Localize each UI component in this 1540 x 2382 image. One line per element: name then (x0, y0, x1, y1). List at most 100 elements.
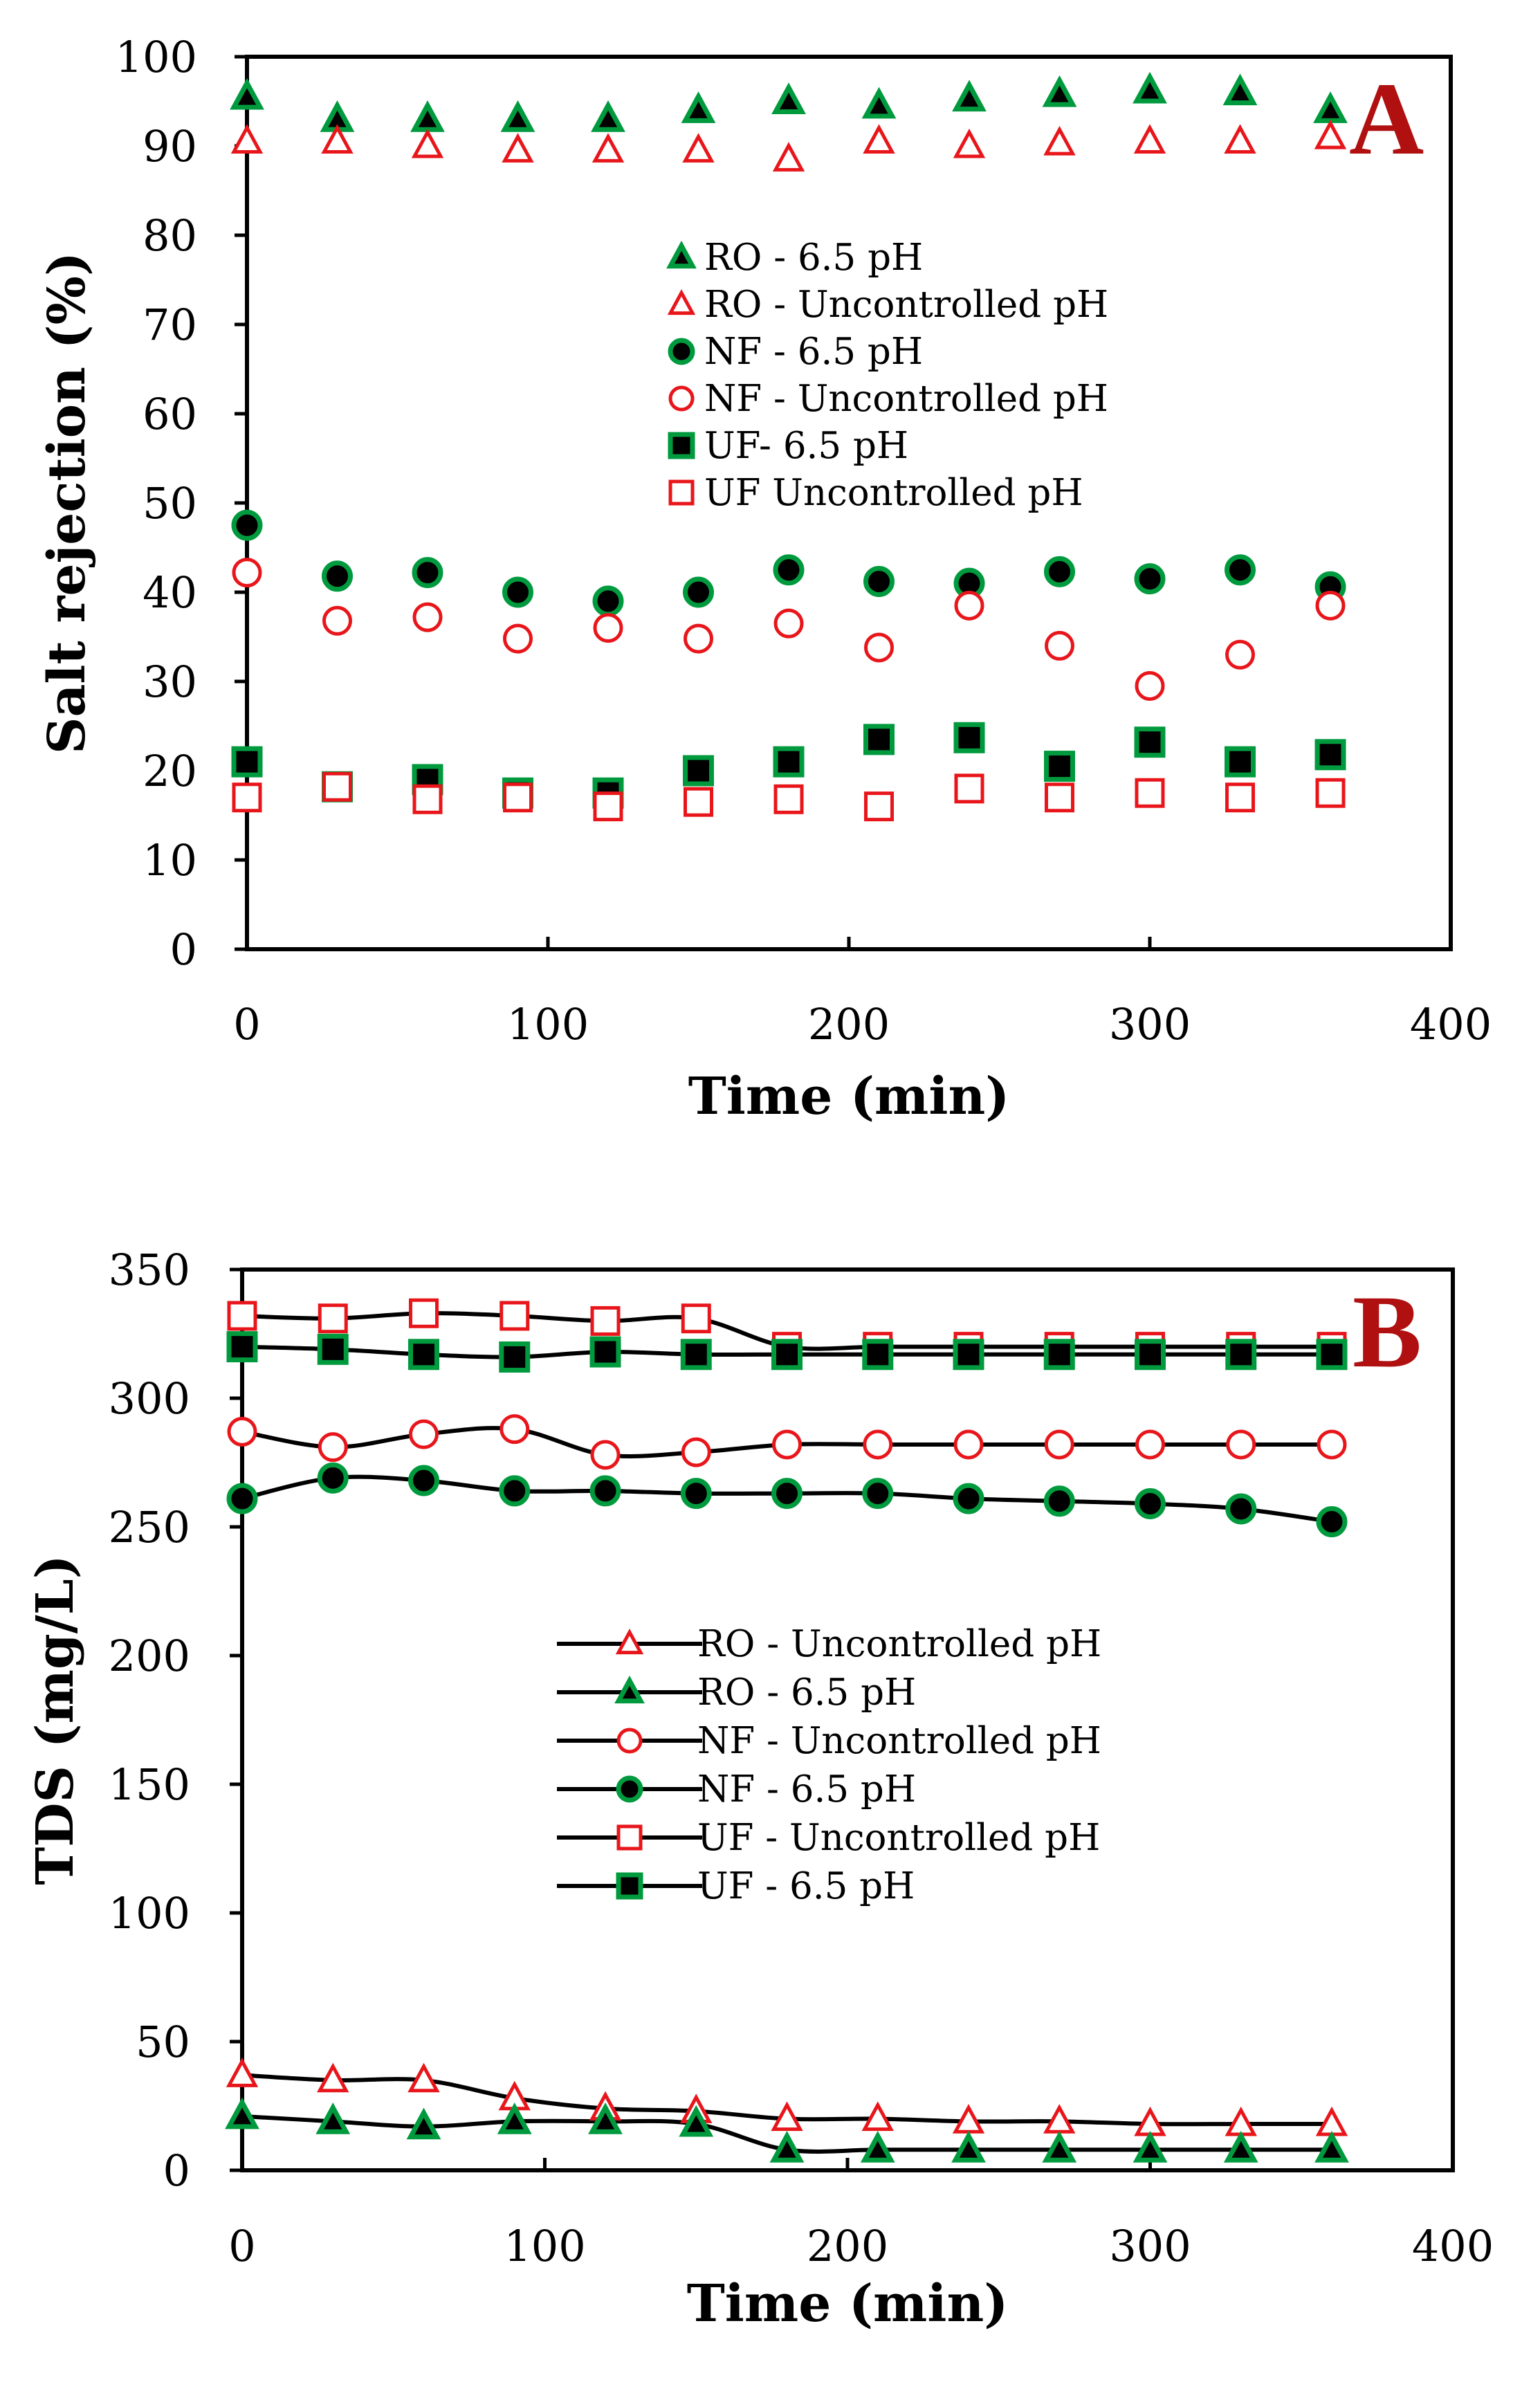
x-tick-label: 400 (1410, 999, 1492, 1050)
series-uf-uncontrolled-ph (232, 771, 1346, 822)
data-point-uf-6-5-ph (499, 1341, 531, 1373)
y-tick-label: 10 (143, 835, 197, 886)
panel-b-legend: RO - Uncontrolled pH RO - 6.5 pH NF - Unco… (557, 1623, 1101, 1907)
data-point-nf-6-5-ph (1225, 1493, 1257, 1525)
data-point-uf-uncontrolled-ph (503, 782, 533, 813)
panel-a-x-tick-labels: 0 100 200 300 400 (233, 999, 1492, 1050)
data-point-uf-uncontrolled-ph (227, 1301, 257, 1331)
data-point-uf-6-5-ph (1134, 726, 1166, 758)
x-tick-label: 200 (808, 999, 890, 1050)
data-point-uf-6-5-ph (226, 1331, 258, 1363)
data-point-uf-6-5-ph (680, 1339, 712, 1371)
legend-marker (616, 1872, 643, 1900)
data-point-uf-6-5-ph (1225, 746, 1256, 778)
panel-b-y-tick-labels: 0 50 100 150 200 250 300 350 (109, 1245, 190, 2196)
data-point-nf-uncontrolled-ph (953, 1429, 984, 1460)
data-point-uf-uncontrolled-ph (232, 782, 262, 813)
data-point-uf-6-5-ph (317, 1333, 349, 1365)
panel-a-chart: 0 100 200 300 400 0 10 20 30 40 50 60 70 80 90 100 Tim… (37, 32, 1492, 1126)
data-point-nf-6-5-ph (1316, 1506, 1348, 1538)
legend-label: NF - 6.5 pH (697, 1768, 916, 1811)
data-point-nf-uncontrolled-ph (409, 1419, 439, 1449)
legend-marker (615, 1628, 644, 1655)
legend-marker (666, 240, 697, 269)
y-tick-label: 0 (170, 924, 197, 975)
data-point-nf-uncontrolled-ph (318, 1432, 348, 1463)
data-point-uf-uncontrolled-ph (593, 791, 623, 822)
data-point-ro-uncontrolled-ph (682, 133, 715, 163)
legend-item-uf-uncontrolled-ph: UF - Uncontrolled pH (557, 1817, 1100, 1859)
x-tick-label: 100 (507, 999, 589, 1050)
legend-label: UF Uncontrolled pH (704, 472, 1083, 514)
data-point-nf-6-5-ph (589, 1475, 621, 1507)
data-point-nf-uncontrolled-ph (590, 1440, 621, 1470)
data-point-uf-uncontrolled-ph (1315, 778, 1346, 808)
data-point-ro-6-5-ph (315, 2102, 351, 2134)
panel-a-letter: A (1349, 62, 1424, 176)
y-tick-label: 100 (116, 32, 197, 82)
data-point-ro-6-5-ph (1314, 2130, 1349, 2163)
data-point-uf-uncontrolled-ph (1225, 782, 1255, 813)
data-point-nf-6-5-ph (322, 560, 353, 592)
data-point-nf-6-5-ph (502, 576, 533, 608)
data-point-uf-6-5-ph (863, 724, 895, 755)
y-tick-label: 20 (143, 746, 197, 796)
legend-label: NF - 6.5 pH (704, 331, 923, 373)
legend-marker (667, 288, 696, 315)
data-point-ro-uncontrolled-ph (317, 2062, 349, 2093)
series-uf-6-5-ph (226, 1331, 1348, 1373)
data-point-nf-uncontrolled-ph (1135, 670, 1165, 701)
panel-a-y-axis-title: Salt rejection (%) (37, 252, 97, 754)
data-point-ro-uncontrolled-ph (502, 133, 534, 163)
data-point-ro-6-5-ph (1042, 2130, 1077, 2163)
legend-item-ro-6-5-ph: RO - 6.5 pH (557, 1671, 916, 1714)
data-point-nf-6-5-ph (1044, 556, 1075, 587)
data-point-ro-uncontrolled-ph (407, 2062, 440, 2093)
series-nf-uncontrolled-ph (227, 1414, 1347, 1470)
data-point-ro-uncontrolled-ph (1043, 125, 1076, 156)
data-point-ro-6-5-ph (410, 100, 445, 132)
data-point-ro-6-5-ph (860, 2130, 895, 2163)
data-point-uf-uncontrolled-ph (773, 784, 804, 814)
panel-b-data-points (225, 1298, 1349, 2163)
series-nf-6-5-ph (226, 1462, 1348, 1538)
data-point-uf-uncontrolled-ph (322, 771, 352, 802)
data-point-ro-6-5-ph (406, 2107, 441, 2140)
panel-a-y-tick-labels: 0 10 20 30 40 50 60 70 80 90 100 (116, 32, 197, 975)
legend-item-nf-uncontrolled-ph: NF - Uncontrolled pH (668, 378, 1108, 420)
y-tick-label: 30 (143, 657, 197, 707)
data-point-ro-uncontrolled-ph (863, 124, 895, 154)
data-point-nf-6-5-ph (408, 1465, 439, 1496)
data-point-nf-6-5-ph (226, 1483, 258, 1514)
data-point-ro-6-5-ph (1133, 2130, 1168, 2163)
data-point-ro-6-5-ph (1222, 73, 1258, 106)
data-point-uf-6-5-ph (231, 746, 263, 778)
data-point-uf-uncontrolled-ph (409, 1298, 439, 1328)
data-point-uf-uncontrolled-ph (318, 1303, 348, 1334)
data-point-ro-6-5-ph (951, 2130, 986, 2163)
legend-item-ro-uncontrolled-ph: RO - Uncontrolled pH (667, 284, 1108, 326)
data-point-nf-uncontrolled-ph (322, 605, 352, 636)
legend-label: NF - Uncontrolled pH (704, 378, 1108, 420)
x-tick-label: 300 (1109, 999, 1191, 1050)
data-point-ro-uncontrolled-ph (411, 128, 444, 158)
data-point-ro-uncontrolled-ph (1314, 119, 1347, 149)
y-tick-label: 100 (109, 1888, 190, 1939)
y-tick-label: 350 (109, 1245, 190, 1295)
data-point-ro-uncontrolled-ph (771, 2101, 803, 2132)
y-tick-label: 50 (136, 2017, 190, 2067)
data-point-ro-uncontrolled-ph (321, 124, 354, 154)
y-tick-label: 200 (109, 1631, 190, 1681)
y-tick-label: 300 (109, 1373, 190, 1424)
data-point-uf-6-5-ph (862, 1339, 894, 1371)
data-point-ro-6-5-ph (679, 2105, 714, 2137)
data-point-nf-uncontrolled-ph (772, 1429, 802, 1460)
panel-b-y-axis-title: TDS (mg/L) (26, 1555, 85, 1885)
data-point-uf-uncontrolled-ph (681, 1303, 711, 1334)
y-tick-label: 90 (143, 121, 197, 172)
data-point-ro-6-5-ph (1313, 91, 1348, 123)
legend-marker (668, 432, 695, 459)
data-point-nf-6-5-ph (683, 576, 714, 608)
y-tick-label: 250 (109, 1502, 190, 1552)
legend-label: UF - Uncontrolled pH (697, 1817, 1100, 1859)
